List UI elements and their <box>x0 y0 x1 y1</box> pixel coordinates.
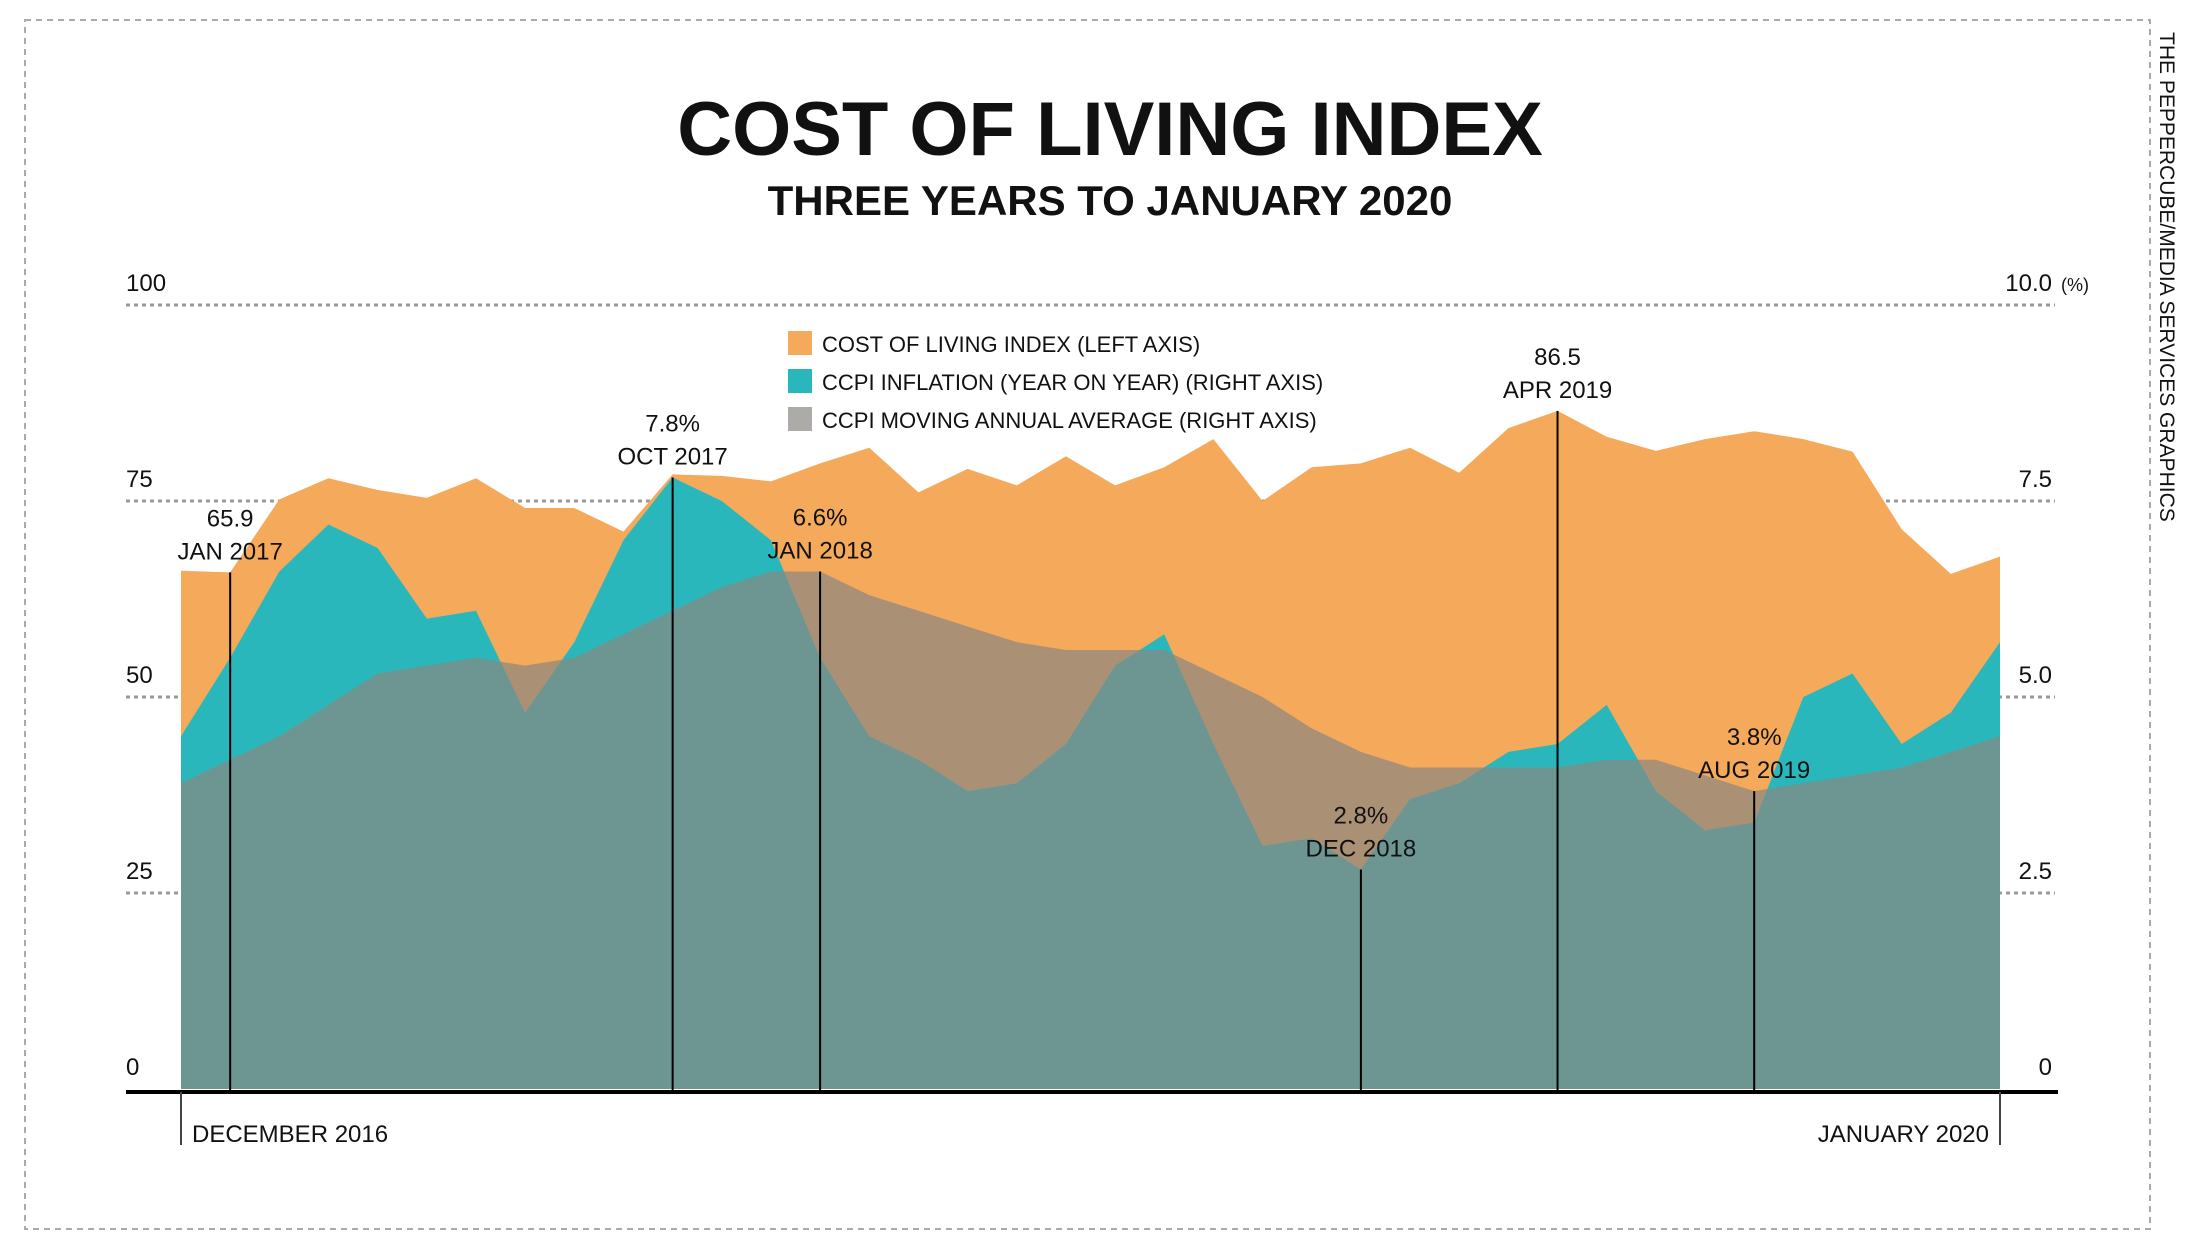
data-label: 3.8% <box>1727 724 1782 751</box>
y-tick-label: 50 <box>126 662 153 689</box>
y-tick-label: 25 <box>126 858 153 885</box>
data-label: 65.9 <box>207 505 254 532</box>
y-tick-label: 75 <box>126 466 153 493</box>
data-label: 86.5 <box>1534 344 1581 371</box>
legend-swatch <box>788 331 812 355</box>
y2-tick-label: 0 <box>2039 1054 2052 1081</box>
y2-tick-label: 2.5 <box>2019 858 2052 885</box>
y2-tick-label: 7.5 <box>2019 466 2052 493</box>
credit: THE PEPPERCUBE/MEDIA SERVICES GRAPHICS <box>2155 32 2178 522</box>
annotation-date: DEC 2018 <box>1306 835 1417 862</box>
annotation-date: JAN 2017 <box>177 538 282 565</box>
data-label: 2.8% <box>1334 802 1389 829</box>
annotation-date: APR 2019 <box>1503 377 1612 404</box>
annotation-date: OCT 2017 <box>617 443 727 470</box>
legend-label: CCPI MOVING ANNUAL AVERAGE (RIGHT AXIS) <box>822 408 1317 433</box>
chart-title: COST OF LIVING INDEX <box>677 87 1543 172</box>
y-tick-label: 100 <box>126 270 166 297</box>
annotation-date: AUG 2019 <box>1698 757 1810 784</box>
y-tick-label: 0 <box>126 1054 139 1081</box>
legend-swatch <box>788 407 812 431</box>
legend-swatch <box>788 369 812 393</box>
data-label: 6.6% <box>793 505 848 532</box>
y2-unit: (%) <box>2061 275 2089 295</box>
annotation-date: JAN 2018 <box>767 538 872 565</box>
legend-label: CCPI INFLATION (YEAR ON YEAR) (RIGHT AXI… <box>822 370 1323 395</box>
area <box>181 571 2000 1089</box>
frame <box>24 19 2151 1230</box>
data-label: 7.8% <box>645 410 700 437</box>
x-tick-label: DECEMBER 2016 <box>192 1121 388 1148</box>
legend-label: COST OF LIVING INDEX (LEFT AXIS) <box>822 332 1200 357</box>
y2-tick-label: 5.0 <box>2019 662 2052 689</box>
x-tick-label: JANUARY 2020 <box>1818 1121 1989 1148</box>
chart-subtitle: THREE YEARS TO JANUARY 2020 <box>768 177 1453 224</box>
y2-tick-label: 10.0 <box>2005 270 2052 297</box>
